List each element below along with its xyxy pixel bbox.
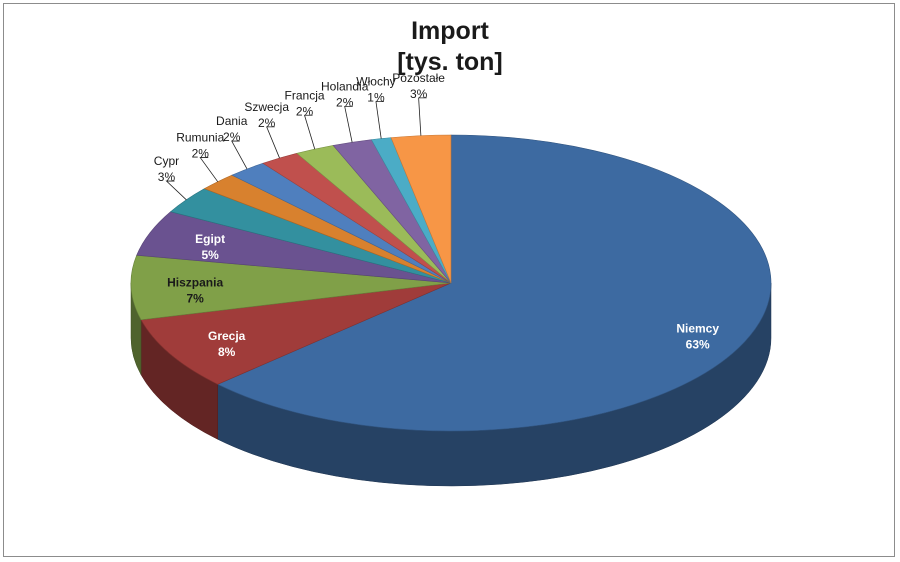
leader-line-rumunia <box>199 157 219 182</box>
slice-label-dania-name: Dania <box>216 114 248 128</box>
leader-line-cypr <box>165 180 187 201</box>
slice-label-pozostale-pct: 3% <box>410 87 428 101</box>
chart-title: Import [tys. ton] <box>375 16 525 78</box>
slice-label-hiszpania-name: Hiszpania <box>167 276 223 290</box>
slice-label-szwecja-pct: 2% <box>258 116 276 130</box>
slice-label-egipt-name: Egipt <box>195 232 225 246</box>
pie-slice-hiszpania <box>130 254 452 321</box>
pie-slice-niemcy <box>217 134 772 432</box>
leader-line-wlochy <box>375 101 384 139</box>
slice-label-holandia-name: Holandia <box>321 79 369 93</box>
slice-label-pozostale-name: Pozostałe <box>392 71 445 85</box>
leader-line-dania <box>231 140 248 170</box>
leader-line-szwecja <box>266 126 280 159</box>
slice-label-wlochy-pct: 1% <box>367 91 385 105</box>
leader-line-francja <box>303 114 316 150</box>
slice-label-wlochy-name: Włochy <box>356 75 395 89</box>
slice-label-cypr-name: Cypr <box>154 154 179 168</box>
slice-label-egipt-pct: 5% <box>201 248 219 262</box>
pie-slice-grecja <box>140 282 452 385</box>
slice-label-rumunia-pct: 2% <box>192 147 210 161</box>
pie-slice-pozostale <box>390 134 452 284</box>
slice-label-szwecja-name: Szwecja <box>244 100 289 114</box>
chart-title-line2: [tys. ton] <box>397 48 503 76</box>
slice-label-holandia-pct: 2% <box>336 95 354 109</box>
slice-label-niemcy-pct: 63% <box>686 337 710 351</box>
slice-label-grecja-pct: 8% <box>218 345 236 359</box>
slice-label-francja-pct: 2% <box>296 104 314 118</box>
slice-label-niemcy-name: Niemcy <box>676 321 719 335</box>
slice-label-rumunia-name: Rumunia <box>176 131 224 145</box>
chart-title-line1: Import <box>411 17 489 45</box>
leader-line-pozostale <box>418 97 427 136</box>
slice-label-cypr-pct: 3% <box>158 170 176 184</box>
slice-label-hiszpania-pct: 7% <box>186 292 204 306</box>
slice-label-dania-pct: 2% <box>223 130 241 144</box>
slice-label-grecja-name: Grecja <box>208 329 246 343</box>
leader-line-holandia <box>344 105 353 143</box>
slice-label-francja-name: Francja <box>285 88 325 102</box>
